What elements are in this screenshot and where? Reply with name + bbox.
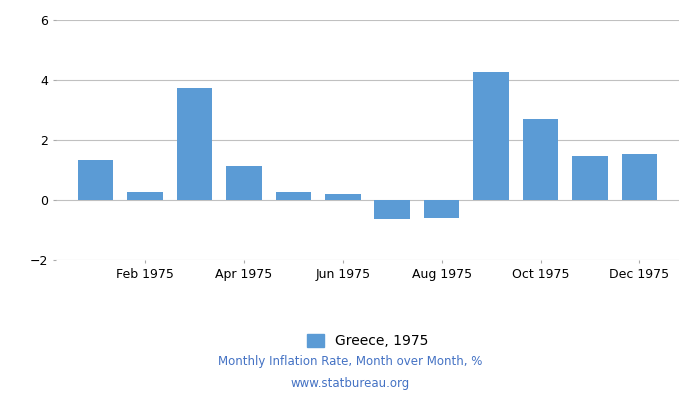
Bar (622, 154, 657, 200)
Text: www.statbureau.org: www.statbureau.org (290, 378, 410, 390)
Bar (176, 88, 212, 200)
Bar (127, 192, 163, 200)
Bar (572, 156, 608, 200)
Text: Monthly Inflation Rate, Month over Month, %: Monthly Inflation Rate, Month over Month… (218, 356, 482, 368)
Bar (325, 194, 360, 200)
Bar (78, 160, 113, 200)
Bar (523, 119, 559, 200)
Bar (424, 200, 459, 218)
Bar (276, 192, 311, 200)
Legend: Greece, 1975: Greece, 1975 (307, 334, 428, 348)
Bar (473, 72, 509, 200)
Bar (226, 166, 262, 200)
Bar (374, 200, 410, 218)
